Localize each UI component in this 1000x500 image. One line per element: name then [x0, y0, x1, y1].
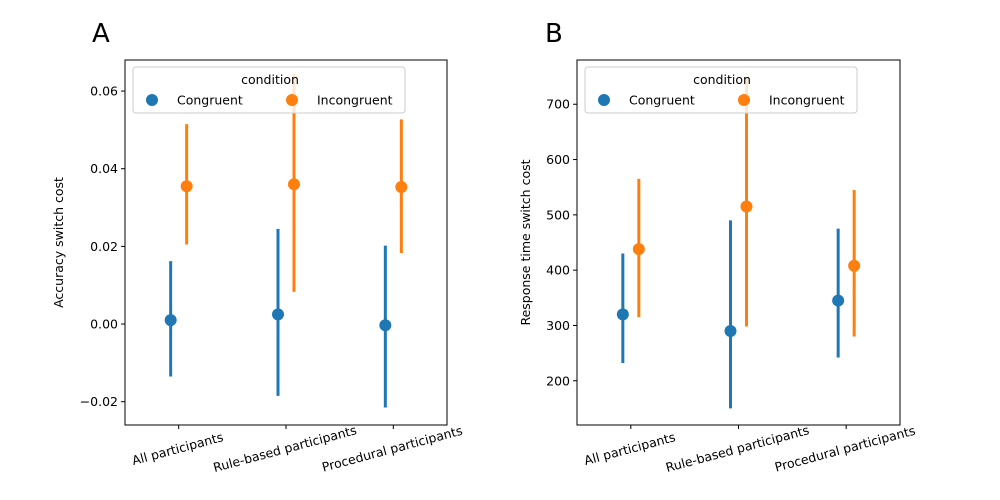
y-tick-label: −0.02	[80, 394, 118, 409]
data-point	[180, 180, 193, 193]
y-tick-label: 600	[546, 152, 570, 167]
legend-marker	[738, 94, 750, 106]
legend-entry-label: Incongruent	[317, 93, 393, 108]
data-point	[616, 308, 629, 321]
plot-area-frame	[576, 59, 901, 426]
data-point	[272, 308, 284, 321]
data-point	[832, 294, 845, 307]
data-point	[848, 259, 861, 272]
y-tick-label: 700	[546, 97, 570, 112]
legend-title: condition	[241, 72, 299, 87]
x-tick-label: All participants	[130, 429, 225, 468]
y-tick-label: 300	[546, 318, 570, 333]
y-tick-label: 0.06	[90, 84, 118, 99]
legend-entry-label: Congruent	[629, 93, 695, 108]
y-tick-label: 0.00	[90, 317, 118, 332]
y-axis-label: Accuracy switch cost	[51, 177, 66, 308]
legend-marker	[146, 94, 158, 106]
data-point	[740, 200, 753, 213]
data-point	[632, 243, 645, 256]
panel-a: A −0.02 0.00 0.02 0.04 0.06 Accuracy switch co…	[51, 19, 464, 475]
data-point	[164, 314, 177, 327]
data-point	[724, 324, 737, 337]
legend-entry-label: Congruent	[177, 93, 243, 108]
legend	[584, 66, 858, 114]
y-tick-label: 500	[546, 207, 570, 222]
data-point	[379, 319, 392, 332]
legend-marker	[286, 94, 298, 106]
plot-area-frame	[124, 59, 448, 426]
panel-label: B	[545, 19, 563, 49]
legend	[132, 66, 406, 114]
y-axis-label: Response time switch cost	[518, 159, 533, 325]
panel-label: A	[92, 19, 110, 49]
y-tick-label: 0.02	[90, 239, 118, 254]
legend-title: condition	[693, 72, 751, 87]
data-point	[288, 178, 300, 191]
y-tick-label: 200	[546, 373, 570, 388]
x-tick-label: All participants	[582, 429, 677, 468]
y-tick-label: 400	[546, 263, 570, 278]
data-point	[395, 180, 408, 193]
legend-marker	[598, 94, 610, 106]
y-tick-label: 0.04	[90, 161, 118, 176]
panel-b: B 200 300 400 500 600 700 Response time switch …	[518, 19, 917, 475]
legend-entry-label: Incongruent	[769, 93, 845, 108]
